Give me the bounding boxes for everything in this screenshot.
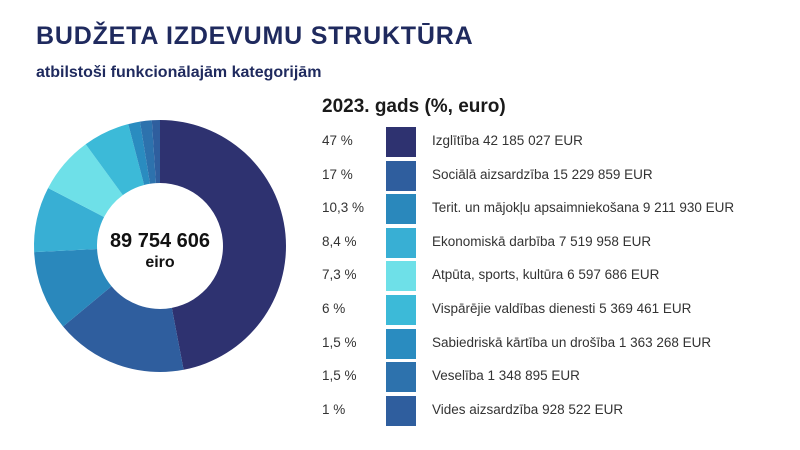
legend-percent: 7,3 % [322, 267, 357, 283]
legend-label: Terit. un mājokļu apsaimniekošana 9 211 … [432, 200, 735, 216]
legend-title: 2023. gads (%, euro) [322, 96, 506, 117]
legend-item: 6 % Vispārējie valdības dienesti 5 369 46… [322, 295, 792, 325]
legend-item: 47 % Izglītība 42 185 027 EUR [322, 127, 792, 157]
legend-item: 8,4 % Ekonomiskā darbība 7 519 958 EUR [322, 227, 792, 258]
pie-slice-4 [34, 188, 105, 253]
legend-percent: 17 % [322, 166, 353, 182]
legend-item: 10,3 % Terit. un mājokļu apsaimniekošana … [322, 194, 792, 225]
legend-label: Vispārējie valdības dienesti 5 369 461 E… [432, 301, 692, 316]
legend-swatch [386, 194, 416, 225]
donut-svg [34, 120, 287, 373]
legend-percent: 8,4 % [322, 233, 357, 249]
legend-percent: 1,5 % [322, 334, 357, 350]
legend-label: Sabiedriskā kārtība un drošība 1 363 268… [432, 334, 712, 350]
legend-percent: 6 % [322, 301, 346, 316]
total-value: 89 754 606 [109, 230, 211, 252]
legend-item: 17 % Sociālā aizsardzība 15 229 859 EUR [322, 160, 792, 191]
legend-label: Ekonomiskā darbība 7 519 958 EUR [432, 233, 652, 249]
donut-chart: 89 754 606 eiro [30, 116, 290, 376]
pie-slice-5 [48, 144, 123, 218]
pie-slice-9 [151, 120, 160, 184]
legend-percent: 1 % [322, 401, 346, 417]
pie-slice-2 [63, 286, 184, 373]
total-unit: eiro [145, 254, 175, 271]
pie-slice-7 [128, 121, 150, 186]
chart-title: BUDŽETA IZDEVUMU STRUKTŪRA [36, 22, 474, 50]
legend-item: 1,5 % Sabiedriskā kārtība un drošība 1 36… [322, 328, 792, 359]
legend-item: 7,3 % Atpūta, sports, kultūra 6 597 686 E… [322, 261, 792, 292]
legend-label: Atpūta, sports, kultūra 6 597 686 EUR [432, 267, 660, 283]
legend-item: 1 % Vides aizsardzība 928 522 EUR [322, 395, 792, 426]
chart-subtitle: atbilstoši funkcionālajām kategorijām [36, 64, 322, 81]
legend-swatch [386, 261, 416, 292]
legend-label: Sociālā aizsardzība 15 229 859 EUR [432, 166, 653, 182]
legend-swatch [386, 295, 416, 325]
legend-label: Izglītība 42 185 027 EUR [432, 133, 583, 148]
legend-swatch [386, 127, 416, 157]
legend-percent: 1,5 % [322, 368, 357, 384]
legend-swatch [386, 160, 416, 191]
legend-swatch [386, 227, 416, 258]
legend-label: Veselība 1 348 895 EUR [432, 368, 580, 384]
legend-percent: 47 % [322, 133, 353, 148]
legend-label: Vides aizsardzība 928 522 EUR [432, 401, 624, 417]
legend-swatch [386, 328, 416, 359]
legend-percent: 10,3 % [322, 200, 365, 216]
pie-slice-8 [139, 120, 156, 184]
legend-swatch [386, 395, 416, 426]
pie-slice-3 [34, 249, 112, 327]
legend-swatch [386, 362, 416, 393]
legend-item: 1,5 % Veselība 1 348 895 EUR [322, 362, 792, 393]
pie-slice-6 [85, 124, 145, 196]
pie-slice-1 [160, 120, 287, 370]
